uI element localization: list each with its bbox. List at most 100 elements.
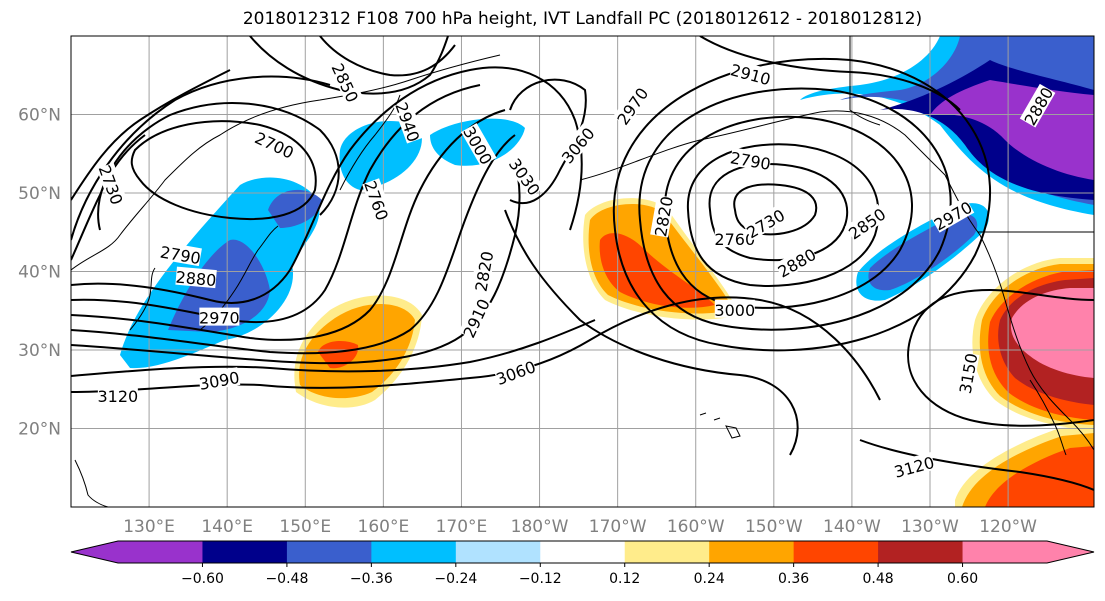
shading-cal-pink [1010, 288, 1094, 378]
shading-pac-red [318, 340, 359, 369]
contour-label-text: 2760 [714, 230, 755, 249]
contour-label-bg [493, 356, 538, 387]
contour-label-text: 3000 [714, 301, 755, 320]
colorbar-extend-min [71, 541, 118, 563]
contour-low-inner [733, 183, 818, 236]
contour-west-2 [71, 134, 146, 261]
lat-tick-label: 50°N [18, 184, 61, 204]
coastline-hawaii [699, 412, 741, 439]
coastline-korea [129, 267, 156, 331]
contour-label-bg [96, 162, 128, 207]
contour-label-bg [930, 197, 975, 233]
contour-label-bg [774, 244, 819, 280]
contour-label-bg [470, 249, 496, 293]
map-frame [70, 35, 1095, 508]
contour-label-bg [159, 241, 202, 267]
lat-tick-label: 60°N [18, 106, 61, 126]
contour-label-bg [506, 154, 545, 198]
contour-low-2910 [638, 87, 952, 331]
coastline-north-america-west [944, 174, 1094, 451]
colorbar-cell [878, 541, 964, 563]
colorbar-tick-label: −0.36 [350, 571, 393, 587]
colorbar-cell [286, 541, 372, 563]
shading-central-red [599, 233, 715, 308]
contour-label-bg [329, 60, 363, 105]
lon-tick-label: 150°E [279, 517, 331, 537]
contour-label-bg [1019, 83, 1056, 128]
contour-label-bg [461, 123, 497, 167]
colorbar-cell [624, 541, 710, 563]
contour-label-bg [197, 367, 241, 392]
ivt-shading-layer [120, 36, 1094, 507]
lon-tick-label: 130°E [123, 517, 175, 537]
contour-label-bg [199, 307, 240, 326]
map-title: 2018012312 F108 700 hPa height, IVT Land… [242, 9, 923, 29]
colorbar-cell [118, 541, 203, 563]
colorbar-tick-label: 0.24 [694, 571, 725, 587]
colorbar-tick-label: 0.48 [863, 571, 894, 587]
lat-tick-label: 30°N [18, 341, 61, 361]
colorbar-cell [709, 541, 795, 563]
contour-3060-loop [509, 78, 587, 205]
contour-ridge-1 [71, 66, 583, 304]
contour-label-bg [252, 127, 297, 161]
contour-label-bg [743, 204, 787, 241]
colorbar-extend-max [1047, 541, 1094, 563]
contour-ridge-5 [71, 164, 521, 365]
colorbar: −0.60 −0.48 −0.36 −0.24 −0.12 0.12 0.24 0.36 0.4… [70, 540, 1095, 587]
contour-north-2 [319, 36, 456, 77]
lon-tick-label: 180°W [511, 517, 569, 537]
contour-alaska-north [699, 36, 961, 111]
coastline-philippines [74, 459, 109, 507]
contour-label: 3000 [714, 299, 755, 320]
colorbar-tick-label: −0.12 [519, 571, 562, 587]
colorbar-cell [202, 541, 288, 563]
lon-tick-label: 150°W [745, 517, 803, 537]
colorbar-tick-label: 0.12 [609, 571, 640, 587]
colorbar-cell [455, 541, 541, 563]
colorbar-cell [540, 541, 626, 563]
colorbar-tick-label: −0.48 [265, 571, 308, 587]
coastline-asia-east [71, 54, 501, 271]
contour-label: 2970 [199, 307, 240, 328]
colorbar-tick-label: 0.36 [778, 571, 809, 587]
colorbar-tick-label: −0.60 [181, 571, 224, 587]
lat-tick-label: 40°N [18, 263, 61, 283]
contour-ne-trough [907, 288, 1094, 427]
contour-label-text: 2880 [175, 268, 217, 290]
lon-tick-label: 130°W [901, 517, 959, 537]
contour-label-text: 3120 [97, 387, 138, 406]
lat-tick-label: 20°N [18, 420, 61, 440]
contour-jp-low-1 [130, 120, 317, 221]
shading-subtrop-red [985, 446, 1094, 507]
latitude-labels: 60°N 50°N 40°N 30°N 20°N [18, 106, 61, 440]
shading-jp-blue-mid [168, 239, 270, 332]
contour-label-bg [612, 83, 651, 128]
lon-tick-label: 140°E [201, 517, 253, 537]
contour-label-bg [458, 295, 492, 340]
coastline-kamchatka [339, 94, 401, 191]
contour-jp-low-3 [71, 75, 331, 241]
lon-tick-label: 170°E [436, 517, 488, 537]
contour-label: 2760 [714, 229, 755, 249]
contour-ridge-2 [71, 84, 481, 324]
contour-low-2790 [686, 143, 880, 287]
contour-low-2850 [663, 115, 913, 309]
colorbar-tick-label: −0.24 [434, 571, 477, 587]
lon-tick-label: 170°W [589, 517, 647, 537]
contour-label-bg [954, 351, 980, 395]
colorbar-outline [70, 540, 1095, 564]
gridlines [71, 36, 1094, 507]
contour-label-bg [844, 203, 888, 242]
contour-label-bg [714, 299, 755, 318]
contour-label-bg [714, 229, 755, 248]
contour-label-bg [557, 123, 597, 166]
lon-tick-label: 120°W [979, 517, 1037, 537]
contour-north-1 [249, 36, 449, 95]
lon-tick-label: 160°E [358, 517, 410, 537]
colorbar-cell [793, 541, 879, 563]
contour-label-bg [729, 59, 773, 88]
contour-west-1 [71, 69, 231, 201]
contour-label: 2790 [159, 241, 202, 268]
